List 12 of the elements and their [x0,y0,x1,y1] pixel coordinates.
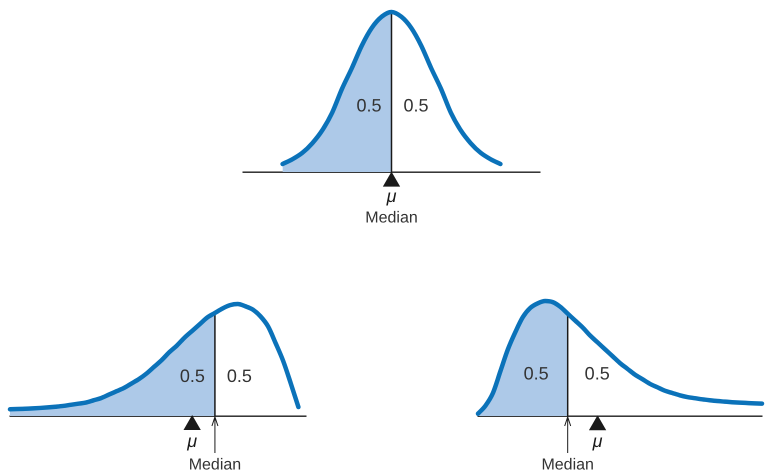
annotation: 0.5 [524,364,549,384]
annotation: 0.5 [404,95,429,116]
annotation: 0.5 [584,364,610,384]
text: Median [188,456,242,474]
annotation: 0.5 [180,366,205,386]
text: Median [541,456,594,474]
annotation: 0.5 [226,366,252,386]
text: Median [365,209,418,226]
series-label: μ [386,186,397,206]
legend-label: μ [592,431,603,451]
legend-label: μ [186,431,198,451]
annotation: 0.5 [356,95,382,116]
